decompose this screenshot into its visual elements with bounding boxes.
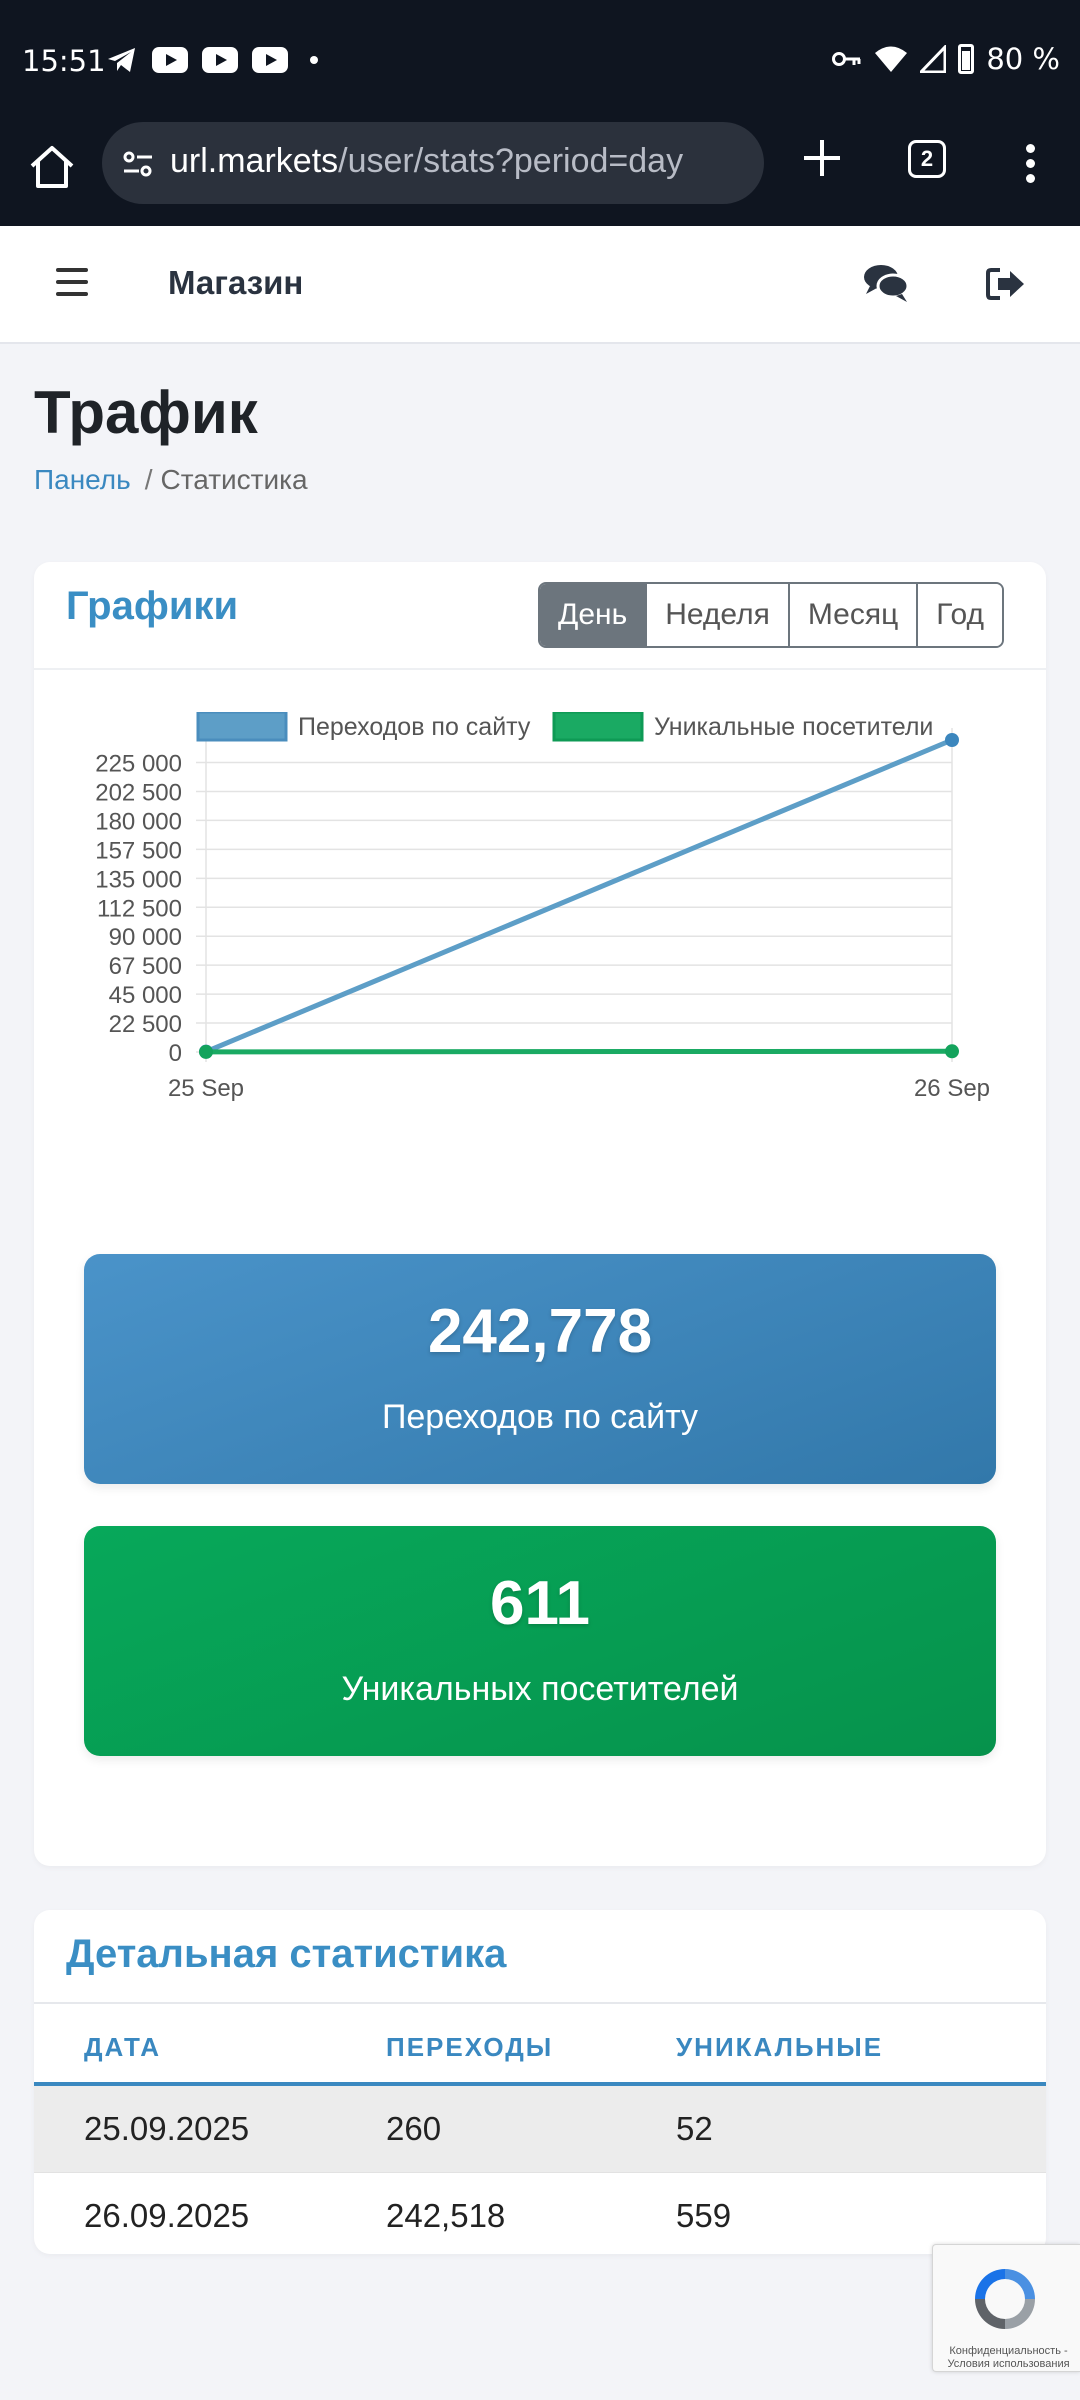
visits-value: 242,778 bbox=[427, 1297, 653, 1366]
cell-date: 25.09.2025 bbox=[84, 2110, 250, 2147]
unique-stat-box: 611 Уникальных посетителей bbox=[84, 1526, 996, 1756]
card-header-divider bbox=[34, 2002, 1046, 2004]
data-point bbox=[945, 733, 959, 747]
details-card: Детальная статистика ДАТА ПЕРЕХОДЫ УНИКА… bbox=[34, 1910, 1046, 2254]
period-year-button[interactable]: Год bbox=[916, 584, 1003, 646]
legend-label: Переходов по сайту bbox=[298, 713, 531, 741]
cell-unique: 559 bbox=[676, 2197, 732, 2234]
breadcrumb: Панель / Статистика bbox=[34, 464, 308, 496]
y-tick-label: 22 500 bbox=[109, 1011, 182, 1038]
y-tick-label: 225 000 bbox=[95, 751, 182, 778]
cell-unique: 52 bbox=[676, 2110, 713, 2147]
url-domain: url.markets bbox=[170, 142, 339, 180]
new-tab-icon[interactable] bbox=[800, 136, 844, 180]
y-tick-label: 90 000 bbox=[109, 924, 182, 951]
breadcrumb-home-link[interactable]: Панель bbox=[34, 464, 131, 495]
table-row: 26.09.2025 242,518 559 bbox=[34, 2172, 1046, 2258]
unique-value: 611 bbox=[489, 1569, 591, 1638]
address-bar[interactable]: url.markets/user/stats?period=day bbox=[102, 122, 764, 204]
y-tick-label: 112 500 bbox=[97, 895, 182, 922]
legend-swatch bbox=[196, 712, 288, 742]
data-point bbox=[945, 1044, 959, 1059]
y-tick-label: 202 500 bbox=[95, 779, 182, 806]
vpn-key-icon bbox=[832, 52, 861, 66]
hamburger-menu-icon[interactable] bbox=[56, 268, 88, 296]
cell-visits: 260 bbox=[386, 2110, 442, 2147]
table-header: ДАТА ПЕРЕХОДЫ УНИКАЛЬНЫЕ bbox=[34, 2004, 1046, 2086]
breadcrumb-separator: / bbox=[144, 464, 153, 495]
battery-level: 80 % bbox=[986, 42, 1060, 76]
youtube-icon bbox=[152, 47, 188, 73]
table-row: 25.09.2025 260 52 bbox=[34, 2086, 1046, 2172]
charts-card: Графики День Неделя Месяц Год 225 000 202… bbox=[34, 562, 1046, 1866]
url-path: /user/stats?period=day bbox=[338, 142, 684, 180]
x-tick-label: 26 Sep bbox=[914, 1075, 990, 1102]
legend-label: Уникальные посетители bbox=[654, 713, 933, 741]
home-icon[interactable] bbox=[26, 142, 78, 194]
recaptcha-logo-icon bbox=[975, 2269, 1035, 2329]
recaptcha-privacy-link[interactable]: Конфиденциальность - bbox=[949, 2345, 1068, 2357]
column-header-date[interactable]: ДАТА bbox=[84, 2032, 162, 2062]
series-line bbox=[205, 1048, 953, 1055]
url-text[interactable]: url.markets/user/stats?period=day bbox=[170, 142, 683, 181]
recaptcha-terms-link[interactable]: Условия использования bbox=[947, 2358, 1070, 2370]
unique-label: Уникальных посетителей bbox=[341, 1670, 739, 1708]
signal-icon bbox=[920, 45, 947, 73]
breadcrumb-current: Статистика bbox=[160, 464, 308, 495]
y-tick-label: 67 500 bbox=[109, 953, 182, 980]
x-tick-label: 25 Sep bbox=[168, 1075, 244, 1102]
telegram-icon bbox=[108, 48, 135, 72]
visits-label: Переходов по сайту bbox=[381, 1398, 699, 1436]
period-month-button[interactable]: Месяц bbox=[787, 584, 917, 646]
details-card-title: Детальная статистика bbox=[66, 1932, 507, 1976]
app-header: Магазин bbox=[0, 226, 1080, 344]
status-bar: 15:51 80 % bbox=[0, 0, 1080, 122]
battery-icon bbox=[958, 44, 975, 74]
column-header-visits[interactable]: ПЕРЕХОДЫ bbox=[386, 2032, 554, 2062]
recaptcha-text: Конфиденциальность - Условия использован… bbox=[937, 2345, 1080, 2371]
data-point bbox=[199, 1044, 213, 1059]
browser-toolbar: url.markets/user/stats?period=day 2 bbox=[0, 122, 1080, 226]
system-icons: 80 % bbox=[832, 42, 1060, 76]
y-tick-label: 45 000 bbox=[109, 982, 182, 1009]
y-tick-label: 0 bbox=[169, 1040, 182, 1067]
legend-swatch bbox=[552, 712, 644, 742]
youtube-icon bbox=[252, 47, 288, 73]
y-tick-label: 180 000 bbox=[95, 808, 182, 835]
more-notifications-icon bbox=[310, 56, 318, 64]
wifi-icon bbox=[875, 46, 908, 72]
cell-visits: 242,518 bbox=[386, 2197, 506, 2234]
browser-menu-icon[interactable] bbox=[1024, 144, 1036, 188]
period-day-button[interactable]: День bbox=[540, 584, 646, 646]
visits-stat-box: 242,778 Переходов по сайту bbox=[84, 1254, 996, 1484]
youtube-icon bbox=[202, 47, 238, 73]
column-header-unique[interactable]: УНИКАЛЬНЫЕ bbox=[676, 2032, 884, 2062]
chat-icon[interactable] bbox=[862, 262, 910, 304]
page-title: Трафик bbox=[34, 379, 258, 446]
status-time: 15:51 bbox=[22, 44, 106, 78]
recaptcha-badge[interactable]: Конфиденциальность - Условия использован… bbox=[932, 2244, 1080, 2372]
y-tick-label: 135 000 bbox=[95, 866, 182, 893]
card-header-divider bbox=[34, 668, 1046, 670]
site-settings-icon[interactable] bbox=[120, 146, 156, 182]
period-selector: День Неделя Месяц Год bbox=[538, 582, 1005, 648]
notification-icons bbox=[106, 46, 318, 74]
cell-date: 26.09.2025 bbox=[84, 2197, 250, 2234]
series-line bbox=[205, 737, 953, 1054]
logout-icon[interactable] bbox=[986, 266, 1026, 302]
brand-title[interactable]: Магазин bbox=[168, 264, 304, 301]
tab-switcher-button[interactable]: 2 bbox=[908, 140, 946, 178]
y-tick-label: 157 500 bbox=[95, 837, 182, 864]
period-week-button[interactable]: Неделя bbox=[645, 584, 788, 646]
charts-card-title: Графики bbox=[66, 584, 239, 628]
